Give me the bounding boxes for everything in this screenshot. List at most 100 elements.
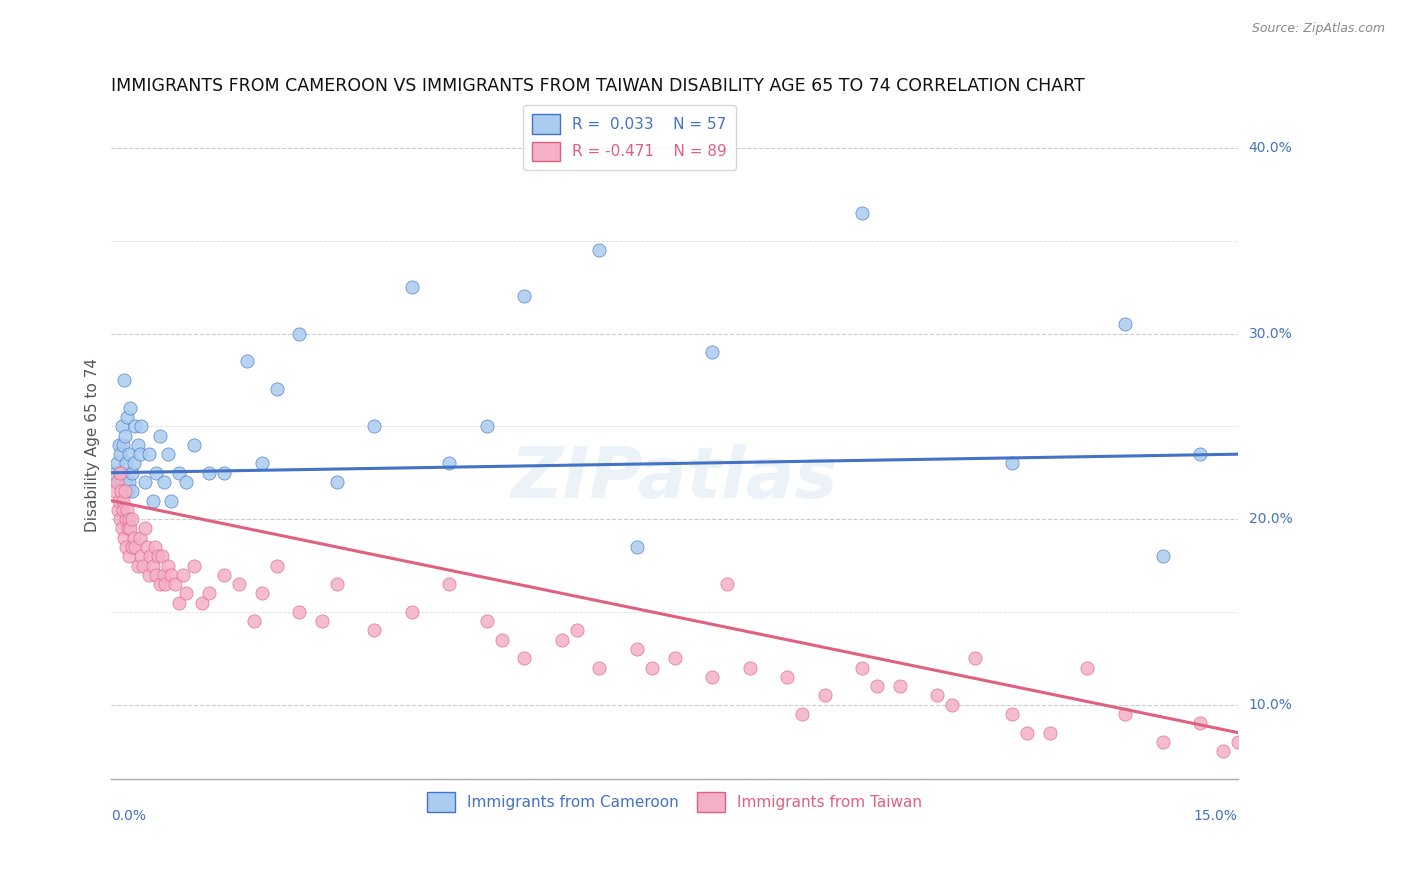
Point (1152, 735, 1174, 749)
Point (138, 567, 160, 582)
Point (250, 457, 273, 471)
Point (866, 679, 889, 693)
Point (115, 475, 138, 489)
Point (1226, 735, 1249, 749)
Point (110, 475, 132, 489)
Point (124, 540, 146, 554)
Point (111, 438, 134, 452)
Point (156, 447, 179, 461)
Point (513, 651, 536, 665)
Point (565, 624, 588, 638)
Point (439, 457, 461, 471)
Point (325, 577, 347, 591)
Point (235, 354, 257, 368)
Point (108, 466, 131, 480)
Point (250, 586, 273, 600)
Point (120, 401, 142, 415)
Point (107, 475, 129, 489)
Point (122, 457, 145, 471)
Point (167, 596, 190, 610)
Point (439, 577, 461, 591)
Point (108, 438, 131, 452)
Point (146, 549, 169, 564)
Point (111, 493, 134, 508)
Point (1017, 725, 1039, 739)
Point (776, 670, 799, 684)
Point (190, 596, 212, 610)
Point (132, 558, 155, 573)
Point (108, 466, 131, 480)
Point (851, 660, 873, 674)
Point (110, 484, 132, 499)
Point (115, 503, 138, 517)
Point (138, 447, 160, 461)
Point (124, 419, 146, 434)
Point (112, 503, 135, 517)
Point (172, 567, 194, 582)
Point (143, 540, 166, 554)
Point (114, 428, 136, 442)
Point (165, 577, 187, 591)
Point (131, 419, 153, 434)
Point (112, 466, 135, 480)
Point (118, 512, 141, 526)
Point (115, 410, 138, 425)
Point (814, 689, 837, 703)
Point (626, 540, 648, 554)
Text: IMMIGRANTS FROM CAMEROON VS IMMIGRANTS FROM TAIWAN DISABILITY AGE 65 TO 74 CORRE: IMMIGRANTS FROM CAMEROON VS IMMIGRANTS F… (111, 78, 1085, 95)
Point (664, 651, 686, 665)
Point (153, 475, 176, 489)
Point (851, 206, 873, 220)
Point (160, 493, 183, 508)
Point (134, 475, 156, 489)
Point (127, 558, 149, 573)
Point (311, 614, 333, 628)
Point (1114, 706, 1136, 721)
Point (243, 614, 266, 628)
Point (111, 419, 134, 434)
Point (155, 577, 177, 591)
Point (117, 484, 139, 499)
Point (1001, 457, 1024, 471)
Text: 15.0%: 15.0% (1194, 809, 1237, 823)
Point (927, 689, 949, 703)
Point (127, 438, 149, 452)
Point (114, 512, 136, 526)
Point (142, 558, 165, 573)
Legend: Immigrants from Cameroon, Immigrants from Taiwan: Immigrants from Cameroon, Immigrants fro… (422, 786, 928, 818)
Point (626, 642, 648, 657)
Point (111, 521, 134, 535)
Point (1076, 660, 1098, 674)
Point (120, 521, 142, 535)
Point (110, 447, 132, 461)
Point (115, 540, 138, 554)
Point (105, 457, 128, 471)
Point (212, 466, 235, 480)
Point (142, 493, 165, 508)
Point (1212, 744, 1234, 758)
Point (110, 512, 132, 526)
Text: 10.0%: 10.0% (1249, 698, 1292, 712)
Point (105, 475, 128, 489)
Point (122, 531, 145, 545)
Point (107, 503, 129, 517)
Point (941, 698, 963, 712)
Point (112, 373, 135, 387)
Point (198, 586, 221, 600)
Point (176, 586, 198, 600)
Point (129, 447, 152, 461)
Point (149, 428, 172, 442)
Y-axis label: Disability Age 65 to 74: Disability Age 65 to 74 (86, 358, 100, 532)
Text: ZIPatlas: ZIPatlas (510, 444, 838, 513)
Point (129, 531, 152, 545)
Point (117, 521, 139, 535)
Point (145, 567, 167, 582)
Point (153, 567, 176, 582)
Text: 30.0%: 30.0% (1249, 326, 1292, 341)
Point (325, 475, 347, 489)
Point (167, 466, 190, 480)
Point (963, 651, 986, 665)
Point (588, 243, 610, 257)
Point (131, 549, 153, 564)
Point (551, 632, 574, 647)
